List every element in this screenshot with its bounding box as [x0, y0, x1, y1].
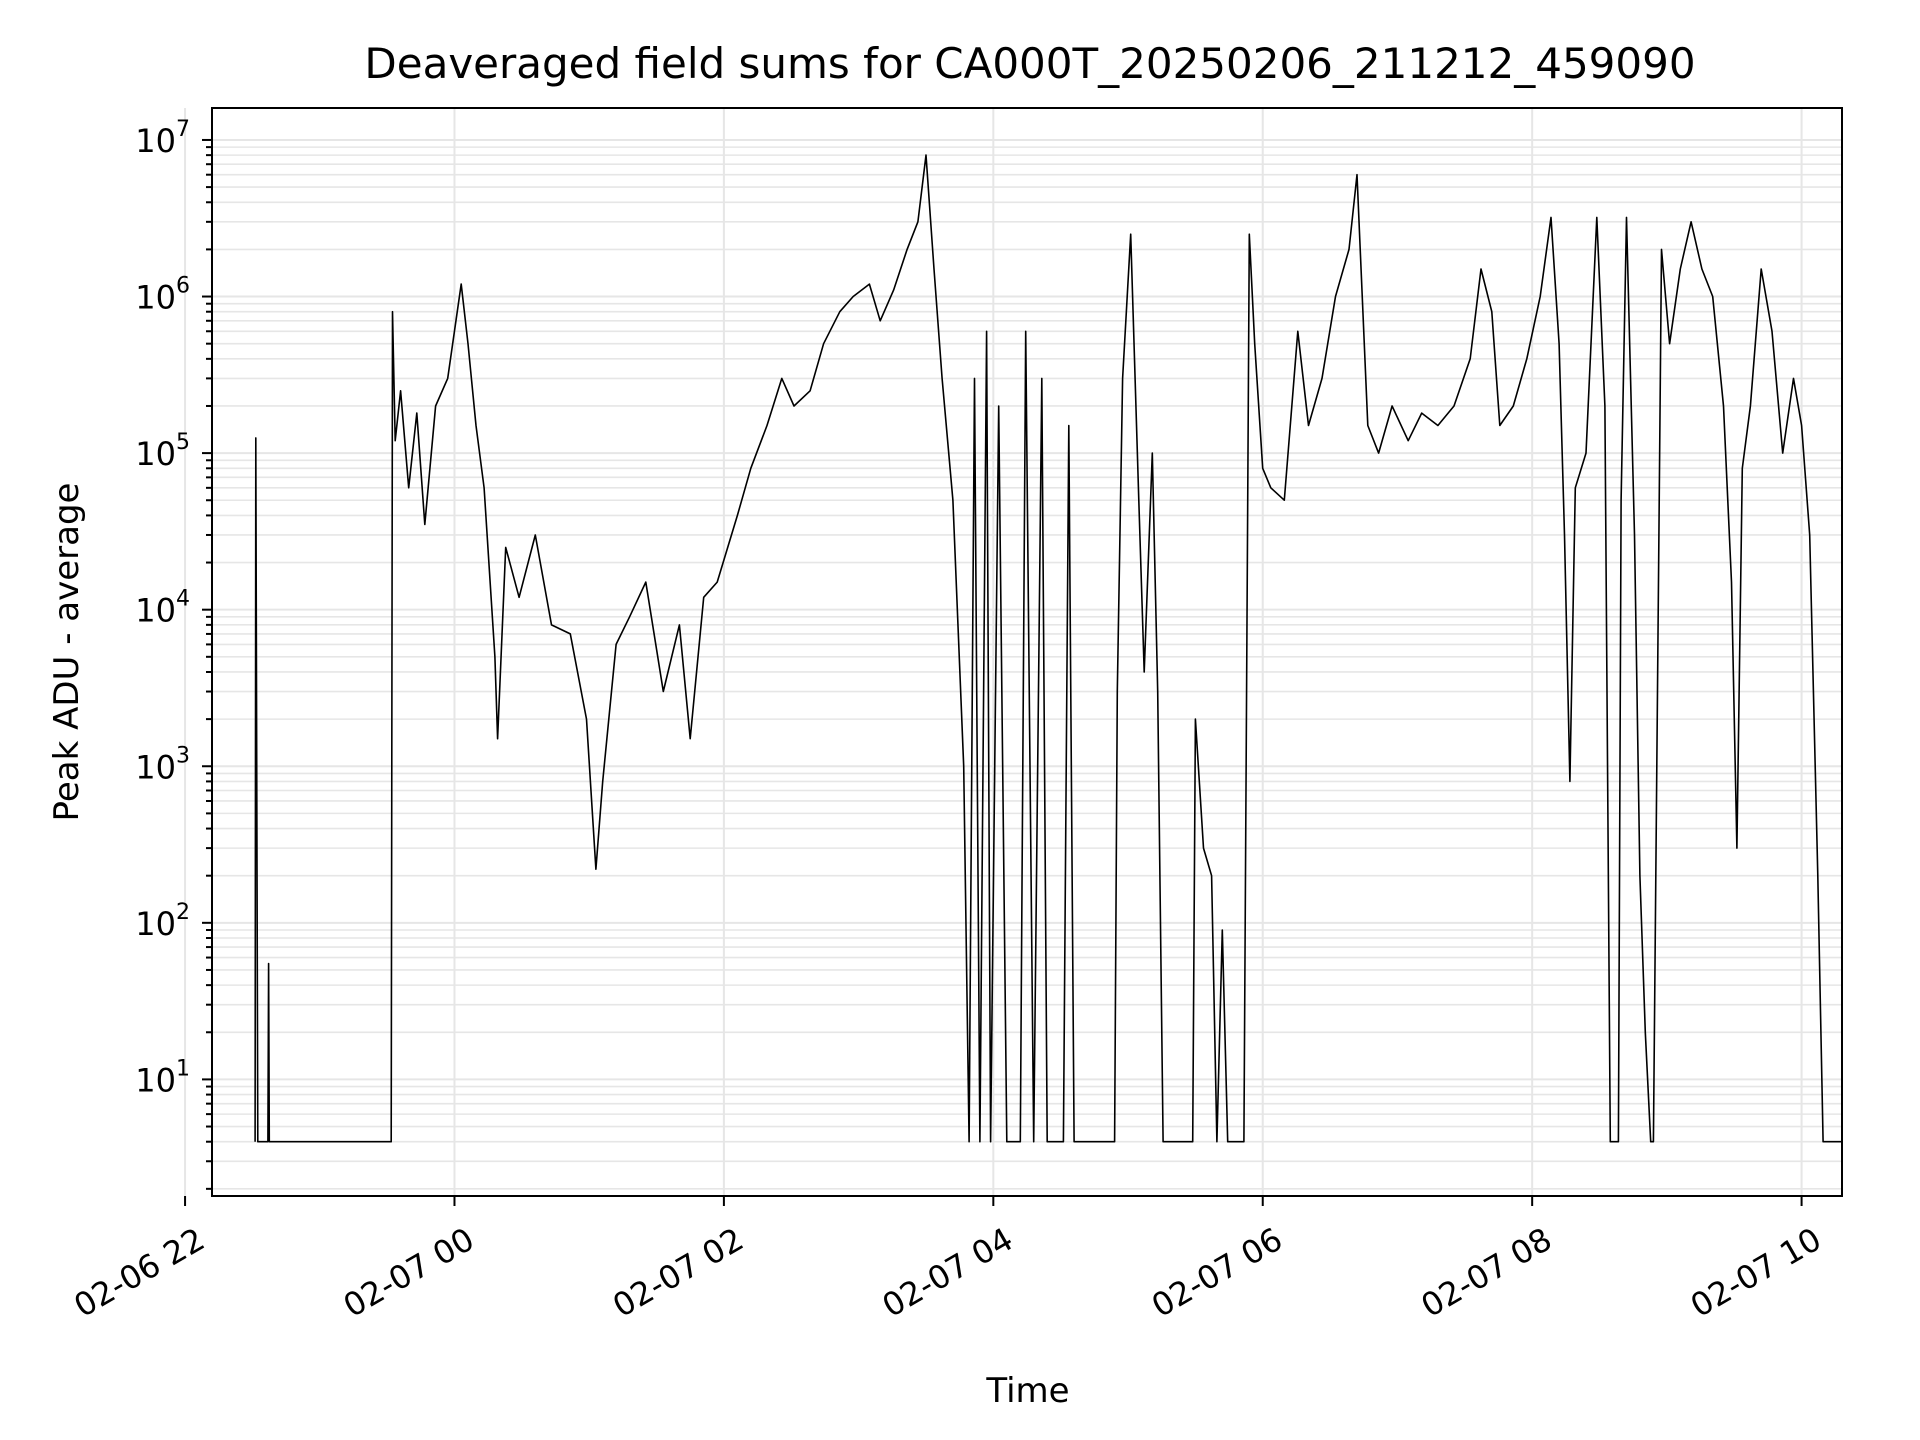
- x-tick-label: 02-07 06: [1145, 1220, 1289, 1325]
- y-axis: 101 102 103 104 105 106 107: [135, 117, 212, 1190]
- y-tick-label: 105: [135, 430, 190, 473]
- y-axis-label: Peak ADU - average: [47, 483, 87, 822]
- y-tick-label: 101: [135, 1056, 190, 1099]
- x-tick-label: 02-07 04: [876, 1220, 1020, 1325]
- grid: [184, 108, 1842, 1196]
- x-tick-label: 02-07 08: [1415, 1220, 1559, 1325]
- x-tick-label: 02-07 02: [606, 1220, 750, 1325]
- y-tick-label: 106: [135, 274, 190, 317]
- x-tick-label: 02-07 00: [337, 1220, 481, 1325]
- x-axis-label: Time: [985, 1371, 1069, 1411]
- x-tick-label: 02-06 22: [67, 1220, 211, 1325]
- series-line: [254, 154, 1842, 1143]
- chart-title: Deaveraged field sums for CA000T_2025020…: [364, 39, 1695, 88]
- plot-frame: [211, 107, 1843, 1197]
- plot-area: [254, 154, 1842, 1143]
- y-tick-label: 107: [135, 117, 190, 160]
- y-tick-label: 103: [135, 743, 190, 786]
- y-tick-label: 102: [135, 900, 190, 943]
- x-tick-label: 02-07 10: [1684, 1220, 1828, 1325]
- y-tick-label: 104: [135, 587, 190, 630]
- x-axis: 02-06 22 02-07 00 02-07 02 02-07 04 02-07 06…: [67, 1196, 1828, 1325]
